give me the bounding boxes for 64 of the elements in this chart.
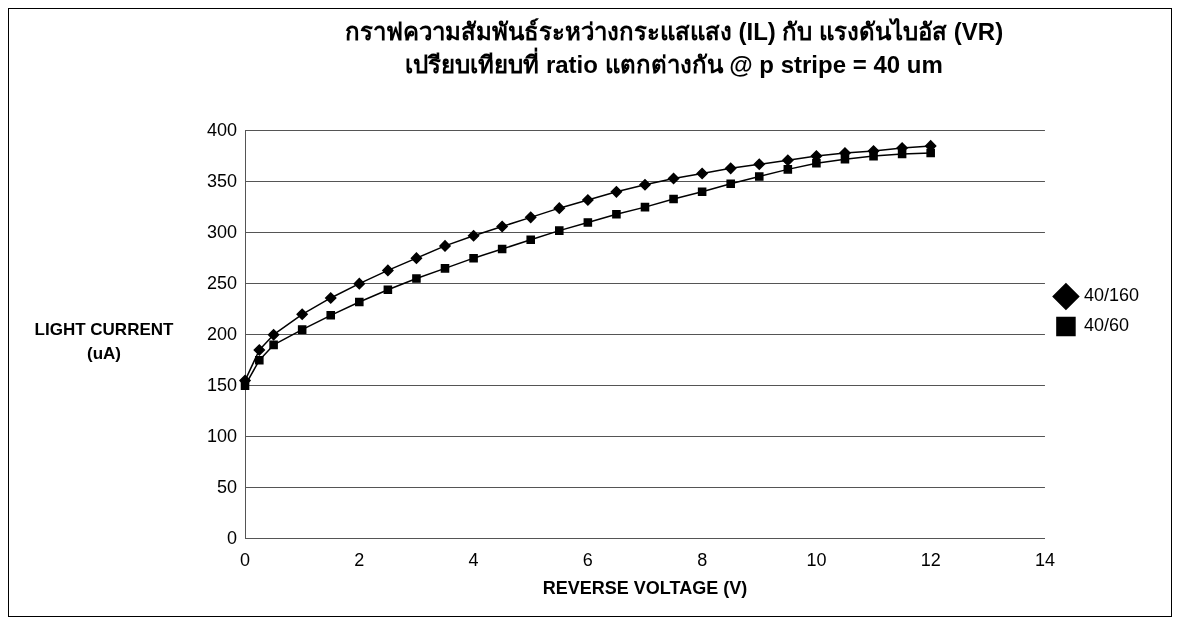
point	[326, 311, 336, 320]
point	[253, 344, 266, 356]
x-tick-label: 14	[1034, 549, 1055, 570]
point	[724, 162, 737, 175]
point	[255, 355, 264, 365]
legend-label: 40/160	[1083, 285, 1140, 306]
x-axis-title: REVERSE VOLTAGE (V)	[542, 578, 748, 599]
point	[639, 178, 651, 191]
point	[297, 325, 307, 334]
x-tick-label: 10	[806, 549, 827, 570]
x-tick-label: 8	[697, 549, 708, 570]
point	[383, 285, 393, 295]
x-tick-label: 2	[354, 549, 365, 570]
point	[269, 340, 278, 350]
point	[412, 274, 421, 283]
y-tick-label: 400	[206, 119, 238, 140]
point	[669, 194, 678, 204]
point	[610, 186, 623, 198]
point	[410, 252, 423, 264]
chart-subtitle: เปรียบเทียบที่ ratio แตกต่างกัน @ p stripe = 40 um	[405, 46, 943, 78]
point	[439, 240, 451, 252]
x-tick-label: 4	[468, 549, 479, 570]
point	[497, 244, 507, 254]
y-tick-label: 150	[206, 374, 238, 395]
point	[467, 229, 480, 242]
point	[582, 194, 594, 206]
point	[382, 264, 394, 277]
y-tick-label: 250	[206, 272, 238, 293]
point	[526, 235, 535, 245]
y-tick-label: 0	[227, 527, 238, 548]
point	[355, 297, 364, 307]
x-tick-label: 0	[240, 549, 251, 570]
point	[754, 172, 764, 181]
y-tick-label: 200	[206, 323, 238, 344]
point	[553, 202, 566, 214]
y-tick-label: 300	[206, 221, 238, 242]
chart-title: กราฟความสัมพันธ์ระหว่างกระแสแสง (IL) กับ แรงดันไบอัส (VR)	[344, 17, 1004, 46]
point	[555, 226, 564, 235]
legend-label: 40/60	[1083, 315, 1129, 336]
point	[524, 211, 537, 224]
point	[640, 202, 650, 212]
point	[697, 187, 707, 197]
x-tick-label: 12	[920, 549, 941, 570]
point	[753, 158, 766, 171]
x-tick-label: 6	[582, 549, 593, 570]
point	[469, 253, 478, 263]
point	[783, 165, 793, 174]
point	[440, 264, 450, 273]
point	[496, 220, 508, 233]
y-axis-title: LIGHT CURRENT (uA)	[34, 319, 175, 363]
point	[267, 328, 280, 341]
point	[726, 179, 735, 188]
point	[612, 210, 621, 219]
point	[782, 154, 794, 166]
y-tick-label: 350	[206, 170, 238, 191]
point	[667, 172, 680, 185]
point	[296, 308, 308, 321]
point	[812, 158, 821, 168]
point	[353, 277, 366, 290]
point	[583, 218, 593, 227]
point	[324, 292, 337, 304]
point	[696, 167, 708, 180]
y-tick-label: 100	[206, 425, 238, 446]
y-tick-label: 50	[217, 476, 238, 497]
